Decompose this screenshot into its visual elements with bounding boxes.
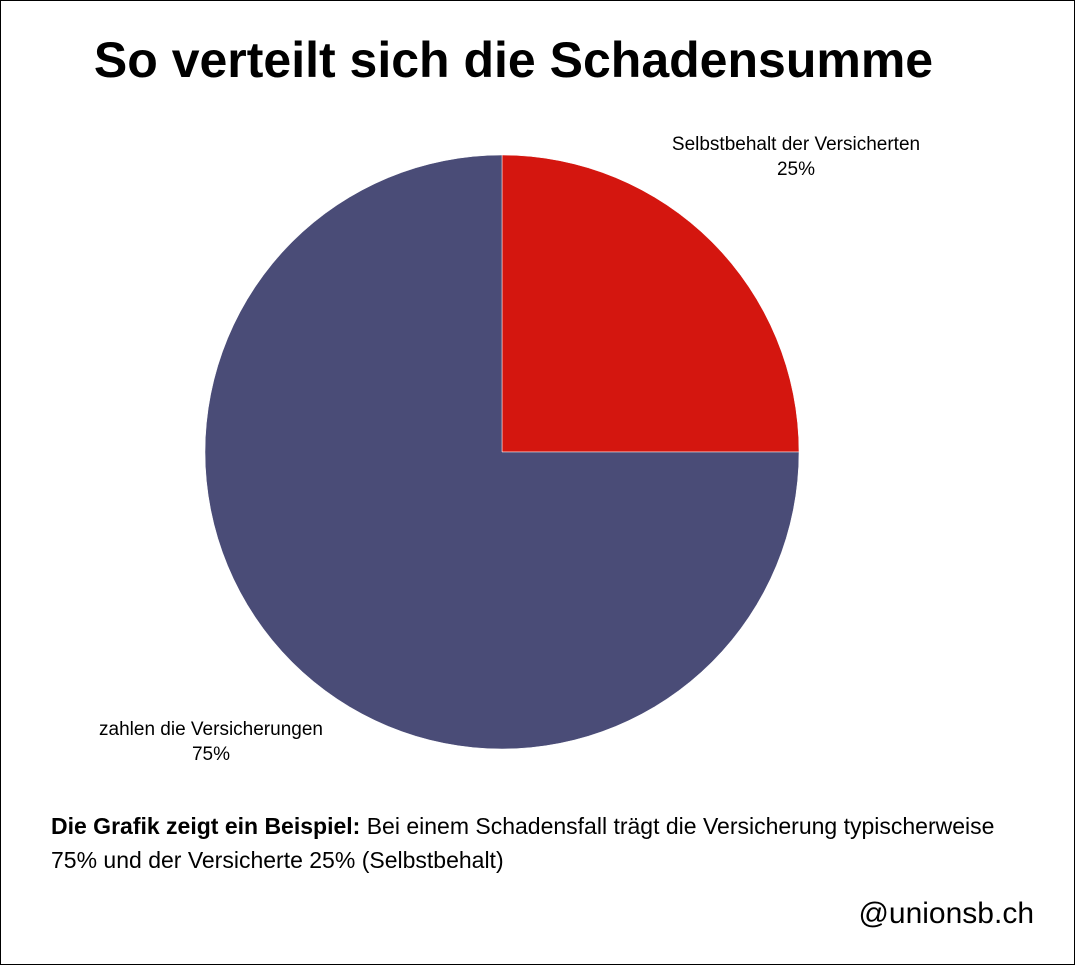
chart-title: So verteilt sich die Schadensumme xyxy=(93,32,934,88)
pie-slice-1 xyxy=(204,154,800,750)
slice-label-versicherungen: zahlen die Versicherungen 75% xyxy=(41,717,381,767)
credit: @unionsb.ch xyxy=(858,897,1034,930)
pie-slice-0 xyxy=(501,154,800,453)
slice-label-value: 75% xyxy=(191,744,231,765)
footnote-text: Bei einem Schadensfall trägt die Versich… xyxy=(51,813,995,873)
slice-label-text: zahlen die Versicherungen xyxy=(99,719,323,740)
footnote: Die Grafik zeigt ein Beispiel: Bei einem… xyxy=(51,809,1001,877)
slice-label-value: 25% xyxy=(776,159,816,180)
slice-label-text: Selbstbehalt der Versicherten xyxy=(671,134,921,155)
slice-label-selbstbehalt: Selbstbehalt der Versicherten 25% xyxy=(621,132,971,182)
footnote-bold: Die Grafik zeigt ein Beispiel: xyxy=(51,813,361,839)
